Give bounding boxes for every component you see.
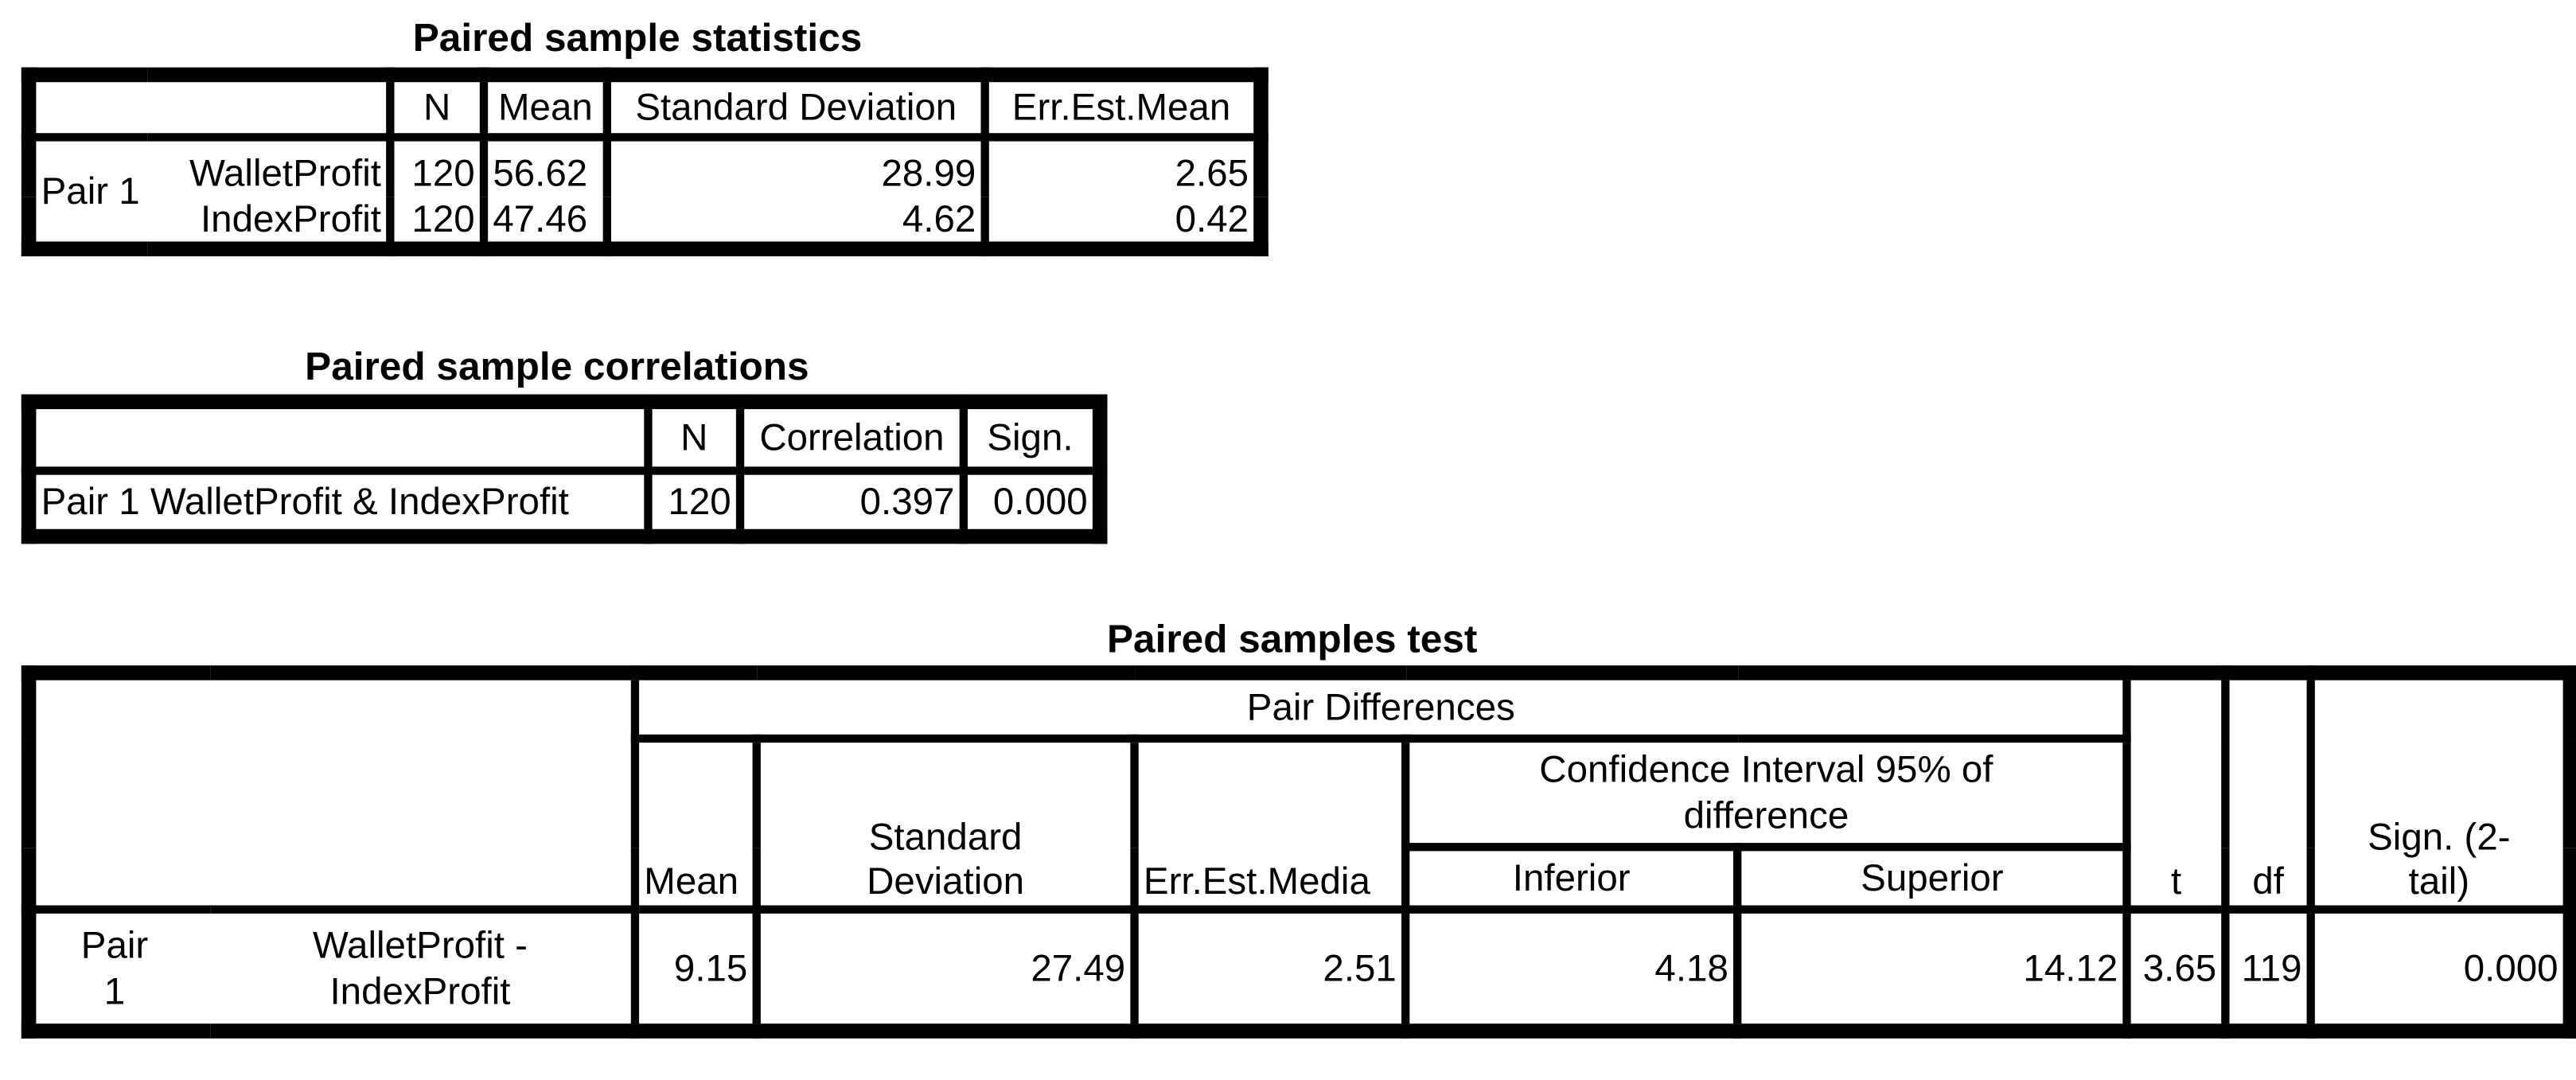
- header-cell: Correlation: [735, 397, 968, 475]
- cell: 56.62: [479, 137, 611, 197]
- header-cell: Mean: [479, 70, 611, 142]
- empty-cell: [24, 70, 395, 142]
- cell: 47.46: [479, 196, 611, 250]
- header-cell: df: [2221, 669, 2316, 914]
- row-label: WalletProfit: [146, 137, 395, 197]
- pair-label: Pair 1: [24, 905, 210, 1035]
- header-cell: N: [644, 397, 745, 475]
- header-cell: Confidence Interval 95% of difference: [1401, 734, 2131, 852]
- correlations-table: N Correlation Sign. Pair 1 WalletProfit …: [21, 394, 1108, 544]
- cell: 4.18: [1401, 905, 1742, 1035]
- cell: 3.65: [2122, 905, 2230, 1035]
- row-label: WalletProfit - IndexProfit: [209, 905, 640, 1035]
- header-cell: Sign.: [959, 397, 1105, 475]
- header-cell: Sign. (2-tail): [2306, 669, 2575, 914]
- header-cell: Err.Est.Media: [1130, 734, 1410, 914]
- cell: 28.99: [602, 137, 989, 197]
- header-cell: N: [386, 70, 489, 142]
- cell: 0.000: [2306, 905, 2575, 1035]
- row-label: IndexProfit: [146, 196, 395, 250]
- cell: 120: [386, 137, 489, 197]
- header-cell: Mean: [630, 734, 761, 914]
- cell: 14.12: [1733, 905, 2131, 1035]
- empty-cell: [24, 669, 640, 914]
- empty-cell: [24, 397, 653, 475]
- pair-label: Pair 1: [24, 133, 147, 254]
- cell: 120: [644, 466, 745, 541]
- header-cell: Err.Est.Mean: [980, 70, 1265, 142]
- cell: 0.000: [959, 466, 1105, 541]
- header-cell: Standard Deviation: [602, 70, 989, 142]
- cell: 2.51: [1130, 905, 1410, 1035]
- cell: 2.65: [980, 137, 1265, 197]
- table-title: Paired sample correlations: [305, 345, 809, 390]
- header-cell: Inferior: [1401, 843, 1742, 914]
- header-cell: Superior: [1733, 843, 2131, 914]
- statistics-table: N Mean Standard Deviation Err.Est.Mean P…: [21, 67, 1269, 257]
- cell: 9.15: [630, 905, 761, 1035]
- row-label: Pair 1 WalletProfit & IndexProfit: [24, 466, 653, 541]
- test-table: Pair Differences t df Sign. (2-tail) Mea…: [21, 665, 2576, 1039]
- table-title: Paired sample statistics: [412, 16, 863, 61]
- header-cell: Standard Deviation: [752, 734, 1139, 914]
- cell: 4.62: [602, 196, 989, 250]
- table-title: Paired samples test: [1106, 618, 1478, 662]
- group-header: Pair Differences: [630, 669, 2131, 743]
- header-cell: t: [2122, 669, 2230, 914]
- cell: 120: [386, 196, 489, 250]
- cell: 0.397: [735, 466, 968, 541]
- cell: 0.42: [980, 196, 1265, 250]
- cell: 119: [2221, 905, 2316, 1035]
- cell: 27.49: [752, 905, 1139, 1035]
